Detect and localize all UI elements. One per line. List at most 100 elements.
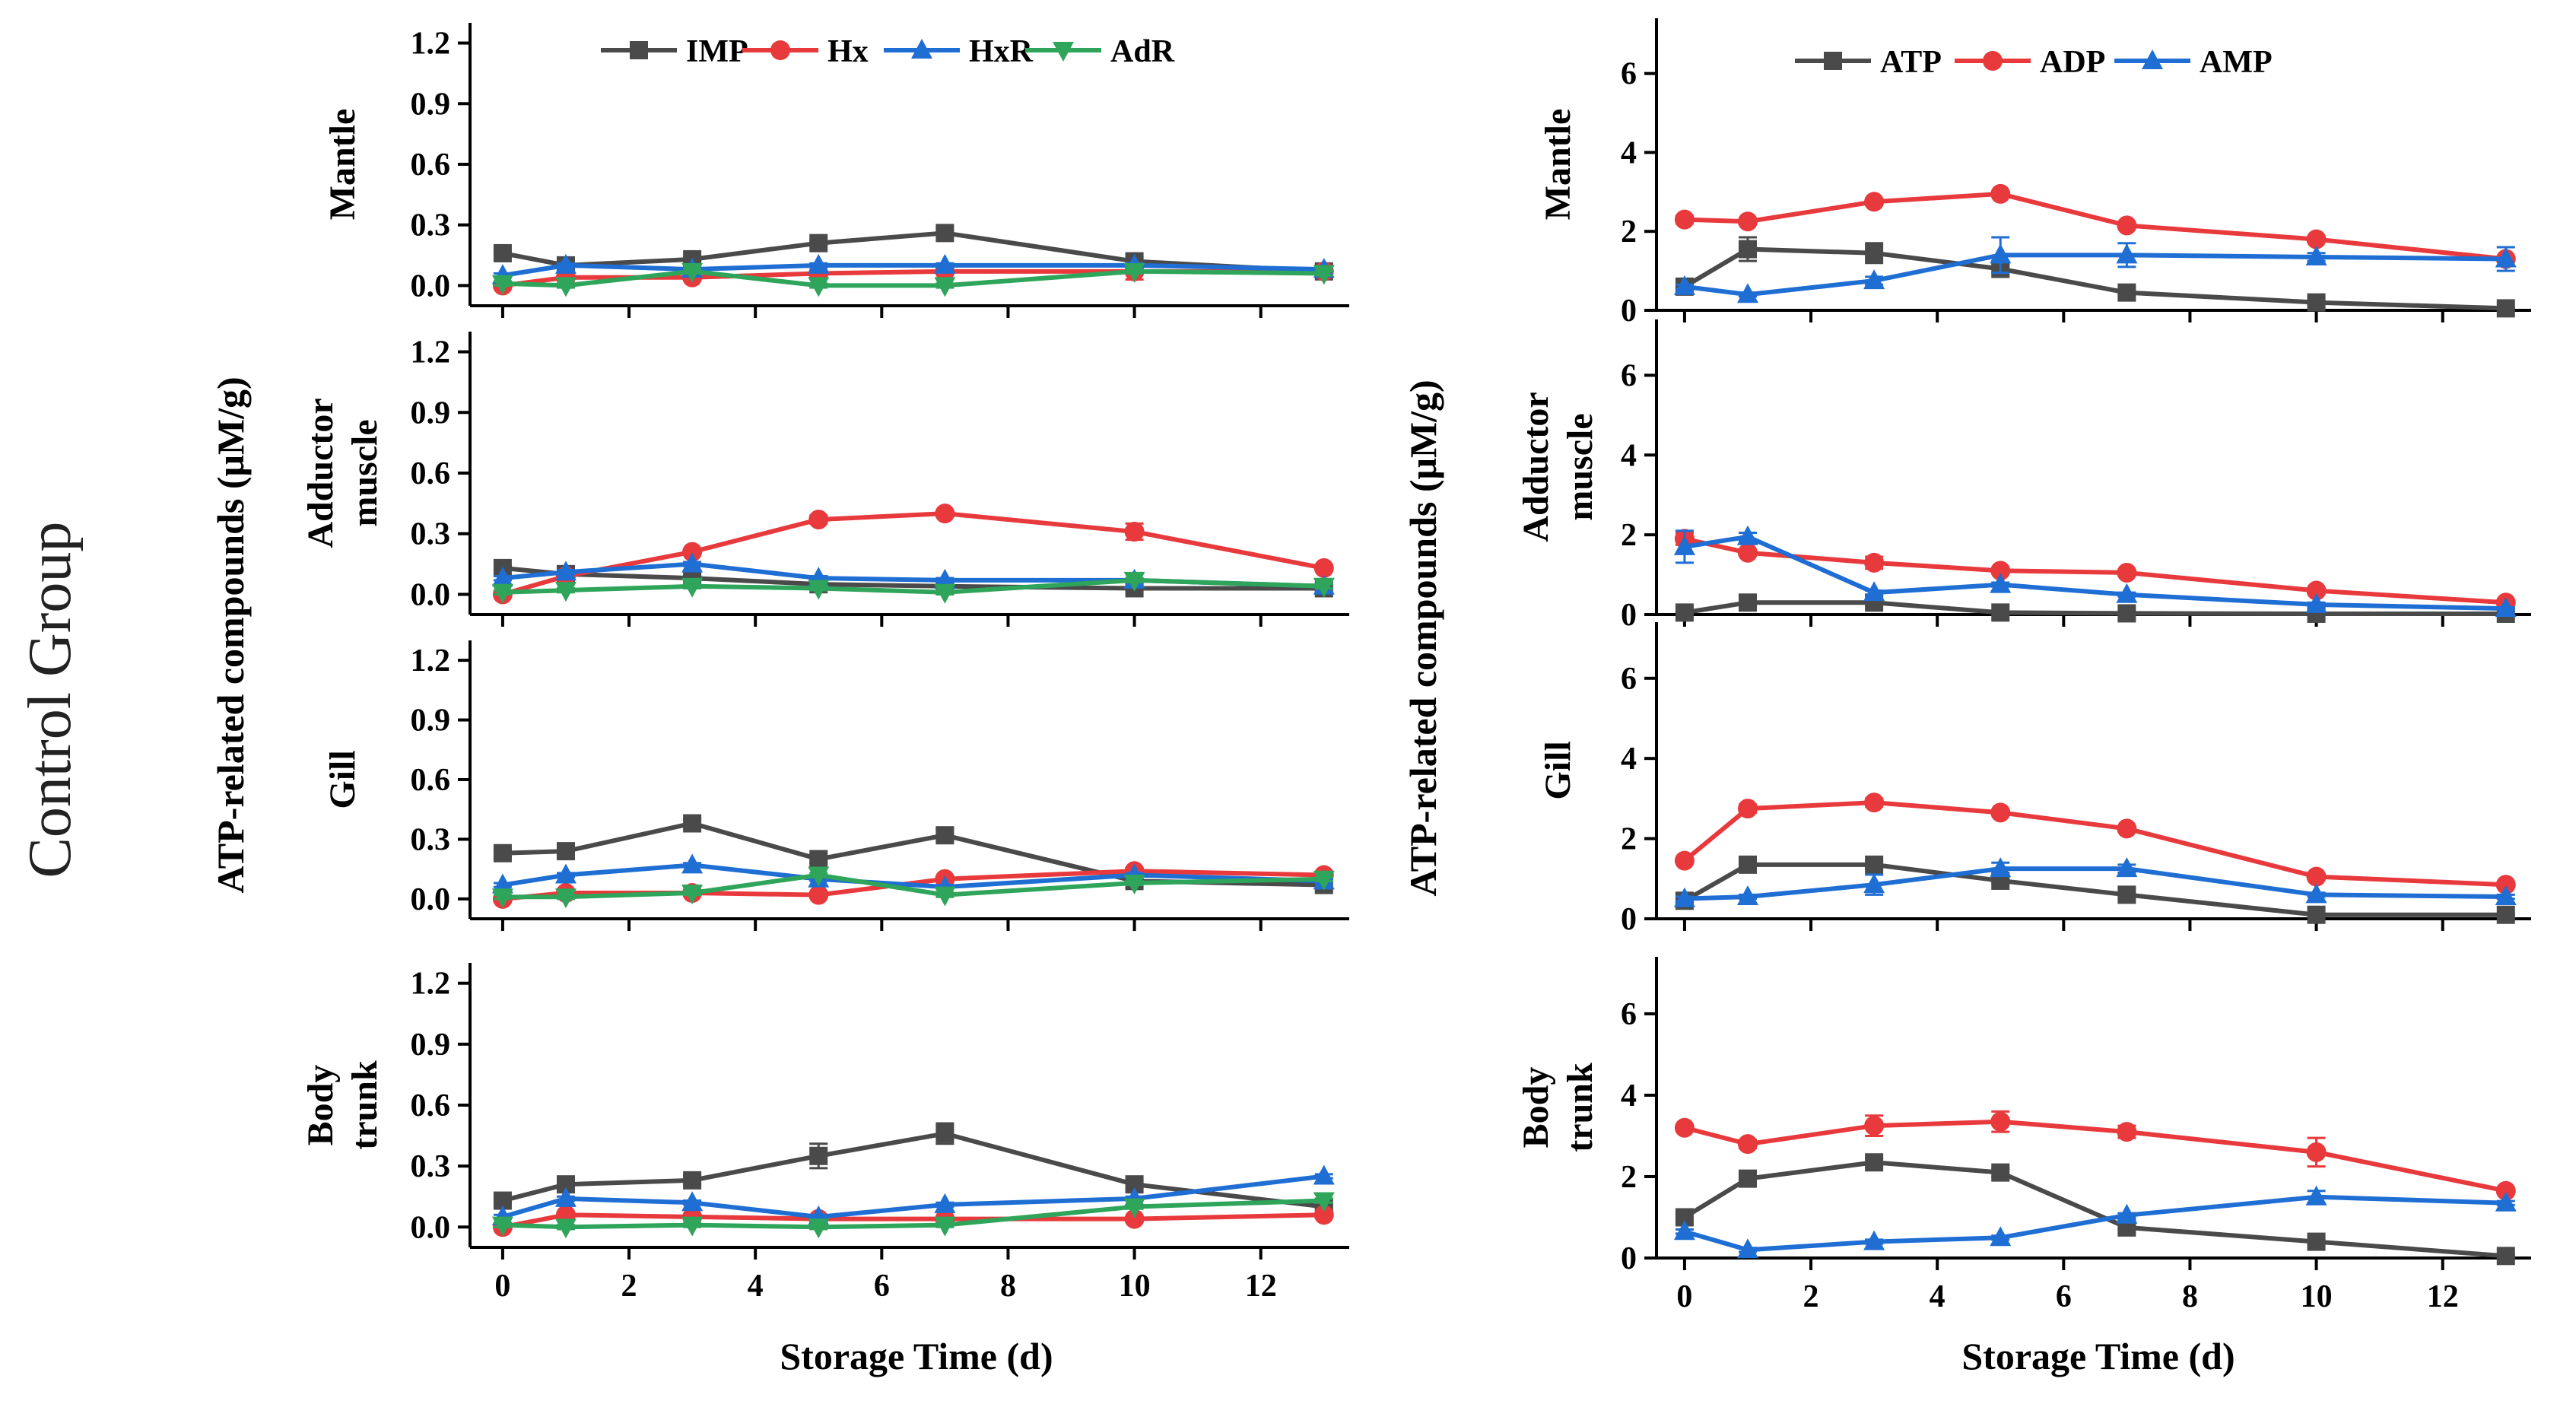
y-tick-label: 0.9 — [411, 396, 451, 430]
series-adp — [1674, 793, 2516, 895]
data-point — [934, 277, 956, 297]
y-axis-title: ATP-related compounds (μM/g) — [209, 376, 252, 893]
y-tick-label: 0 — [1621, 294, 1637, 329]
data-point — [682, 542, 703, 562]
y-tick-label: 2 — [1621, 1160, 1637, 1195]
y-tick-label: 0.0 — [411, 268, 451, 303]
legend-label: ATP — [1880, 45, 1942, 80]
panel-label: Mantle — [1538, 109, 1578, 221]
data-point — [1990, 561, 2011, 581]
data-point — [1313, 558, 1334, 578]
legend: IMP Hx HxR AdR — [601, 34, 1175, 69]
data-point — [2495, 597, 2517, 618]
data-point — [491, 888, 513, 909]
data-point — [554, 1218, 577, 1239]
data-point — [554, 253, 577, 274]
data-point — [1123, 571, 1145, 592]
group-label: Control Group — [17, 522, 84, 878]
data-point — [1675, 603, 1694, 622]
data-point — [809, 1146, 828, 1165]
series-atp — [1675, 855, 2515, 924]
x-tick-label: 10 — [1119, 1269, 1151, 1304]
legend-marker — [1053, 42, 1074, 62]
data-point — [934, 583, 956, 604]
data-point — [2495, 1191, 2517, 1212]
legend-label: Hx — [827, 34, 869, 69]
x-axis-title: Storage Time (d) — [1961, 1335, 2235, 1377]
data-point — [1990, 1226, 2012, 1247]
series-line — [1683, 1160, 2506, 1259]
data-point — [1313, 1164, 1335, 1185]
data-point — [808, 510, 829, 530]
panel-label-line: Mantle — [322, 109, 363, 221]
panel-left-2: 0.0 0.3 0.6 0.9 1.2 Gill — [322, 640, 1349, 931]
series-adp — [1674, 529, 2516, 613]
data-point — [2495, 247, 2517, 268]
data-point — [1864, 192, 1885, 212]
data-point — [2496, 299, 2515, 318]
data-point — [1736, 1238, 1758, 1259]
data-point — [1990, 573, 2012, 593]
data-point — [935, 1124, 954, 1143]
data-point — [554, 582, 577, 602]
data-point — [2306, 1142, 2327, 1162]
series-adr — [491, 571, 1335, 604]
legend-label: AMP — [2200, 45, 2273, 80]
data-point — [2117, 562, 2137, 583]
data-point — [934, 568, 956, 589]
data-point — [1991, 1163, 2010, 1182]
x-tick-label: 6 — [874, 1269, 890, 1304]
series-adr — [491, 1192, 1335, 1239]
y-tick-label: 0 — [1621, 598, 1637, 633]
data-point — [935, 826, 954, 845]
y-tick-label: 2 — [1621, 518, 1637, 553]
data-point — [491, 583, 513, 604]
x-tick-label: 0 — [494, 1269, 510, 1304]
data-point — [1864, 552, 1885, 573]
data-point — [808, 253, 830, 274]
y-tick-label: 0.6 — [411, 148, 451, 183]
y-tick-label: 0.9 — [411, 704, 451, 739]
y-tick-label: 0.3 — [411, 517, 451, 552]
series-adp — [1674, 183, 2516, 269]
data-point — [2307, 905, 2326, 924]
data-point — [935, 224, 954, 243]
x-tick-label: 2 — [1803, 1279, 1819, 1314]
data-point — [491, 567, 513, 587]
data-point — [493, 243, 512, 262]
series-line — [1684, 1194, 2506, 1253]
data-point — [2305, 1185, 2327, 1206]
y-tick-label: 0.0 — [411, 882, 451, 917]
panel-label-line: muscle — [345, 419, 385, 526]
panel-left-0: 0.0 0.3 0.6 0.9 1.2 Mantle — [322, 23, 1349, 318]
data-point — [2307, 1232, 2326, 1251]
y-tick-label: 0.6 — [411, 763, 451, 798]
series-amp — [1673, 525, 2517, 618]
data-point — [2306, 229, 2327, 249]
data-point — [681, 262, 704, 283]
data-point — [554, 561, 577, 581]
panel-label: Gill — [322, 750, 363, 809]
data-point — [2305, 592, 2327, 613]
legend-marker — [1983, 51, 2003, 71]
data-point — [1313, 1205, 1334, 1225]
y-tick-label: 6 — [1621, 57, 1637, 92]
data-point — [491, 1216, 513, 1237]
data-point — [1738, 593, 1757, 612]
data-point — [554, 277, 577, 297]
panel-right-3: 0 2 4 6 0 2 4 6 8 10 12 Body trunk — [1516, 957, 2531, 1314]
data-point — [1865, 243, 1884, 262]
data-point — [2496, 905, 2515, 924]
data-point — [1990, 802, 2011, 823]
legend-marker — [1824, 52, 1842, 70]
data-point — [1313, 1192, 1335, 1212]
data-point — [2116, 243, 2138, 264]
data-point — [2305, 245, 2327, 265]
series-atp — [1675, 593, 2515, 623]
data-point — [2495, 885, 2517, 906]
data-point — [1736, 525, 1758, 545]
data-point — [554, 888, 577, 909]
data-point — [2306, 580, 2327, 601]
x-tick-label: 2 — [621, 1269, 637, 1304]
